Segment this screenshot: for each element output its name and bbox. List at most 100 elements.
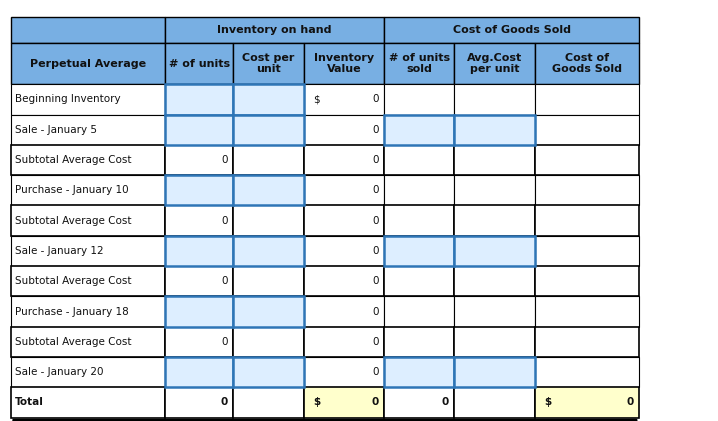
Bar [304, 205, 384, 236]
Bar [304, 296, 384, 327]
Bar [165, 357, 233, 387]
Bar [165, 357, 233, 387]
Bar [454, 115, 535, 145]
Bar [11, 266, 165, 296]
Bar [454, 175, 535, 205]
Bar [165, 43, 233, 84]
Bar [165, 387, 233, 418]
Bar [384, 205, 454, 236]
Bar [454, 205, 535, 236]
Text: Cost of
Goods Sold: Cost of Goods Sold [552, 53, 622, 75]
Bar [384, 84, 454, 115]
Bar [165, 296, 233, 327]
Text: Inventory
Value: Inventory Value [314, 53, 374, 75]
Text: Inventory on hand: Inventory on hand [218, 25, 332, 35]
Bar [535, 145, 639, 175]
Bar [11, 327, 165, 357]
Bar [11, 175, 165, 205]
Bar [304, 84, 384, 115]
Text: Cost per
unit: Cost per unit [243, 53, 294, 75]
Text: 0: 0 [221, 337, 228, 347]
Bar [384, 43, 454, 84]
Bar [11, 43, 165, 84]
Text: $: $ [313, 94, 320, 104]
Text: Purchase - January 10: Purchase - January 10 [15, 185, 129, 195]
Text: Subtotal Average Cost: Subtotal Average Cost [15, 155, 131, 165]
Bar [384, 357, 454, 387]
Bar [535, 84, 639, 115]
Bar [233, 236, 304, 266]
Bar [233, 296, 304, 327]
Bar [165, 266, 233, 296]
Text: # of units
sold: # of units sold [388, 53, 450, 75]
Text: 0: 0 [442, 397, 449, 408]
Text: Total: Total [15, 397, 44, 408]
Bar [304, 115, 384, 145]
Bar [11, 205, 165, 236]
Text: $: $ [544, 397, 551, 408]
Bar [11, 17, 165, 43]
Bar [304, 266, 384, 296]
Bar [233, 115, 304, 145]
Bar [454, 84, 535, 115]
Bar [165, 115, 233, 145]
Text: 0: 0 [372, 125, 378, 135]
Bar [233, 84, 304, 115]
Bar [535, 327, 639, 357]
Bar [165, 84, 233, 115]
Text: Sale - January 5: Sale - January 5 [15, 125, 97, 135]
Text: Cost of Goods Sold: Cost of Goods Sold [452, 25, 571, 35]
Bar [535, 357, 639, 387]
Text: Purchase - January 18: Purchase - January 18 [15, 306, 129, 317]
Bar [233, 175, 304, 205]
Text: 0: 0 [626, 397, 633, 408]
Bar [454, 236, 535, 266]
Bar [11, 236, 165, 266]
Bar [454, 357, 535, 387]
Bar [233, 327, 304, 357]
Bar [165, 236, 233, 266]
Bar [535, 387, 639, 418]
Bar [233, 175, 304, 205]
Bar [11, 84, 165, 115]
Bar [165, 17, 384, 43]
Bar [384, 145, 454, 175]
Bar [454, 236, 535, 266]
Bar [233, 266, 304, 296]
Bar [304, 43, 384, 84]
Text: # of units: # of units [169, 59, 230, 69]
Text: 0: 0 [372, 246, 378, 256]
Bar [384, 357, 454, 387]
Bar [384, 17, 639, 43]
Bar [535, 205, 639, 236]
Bar [454, 387, 535, 418]
Bar [165, 205, 233, 236]
Bar [233, 84, 304, 115]
Bar [535, 175, 639, 205]
Bar [11, 115, 165, 145]
Text: 0: 0 [220, 397, 228, 408]
Text: Sale - January 12: Sale - January 12 [15, 246, 103, 256]
Text: 0: 0 [372, 185, 378, 195]
Bar [454, 115, 535, 145]
Bar [233, 357, 304, 387]
Bar [384, 175, 454, 205]
Text: Sale - January 20: Sale - January 20 [15, 367, 103, 377]
Bar [165, 327, 233, 357]
Bar [165, 175, 233, 205]
Text: 0: 0 [372, 337, 378, 347]
Bar [535, 115, 639, 145]
Bar [454, 357, 535, 387]
Bar [165, 296, 233, 327]
Bar [535, 236, 639, 266]
Text: Perpetual Average: Perpetual Average [30, 59, 146, 69]
Bar [165, 84, 233, 115]
Text: 0: 0 [221, 276, 228, 286]
Bar [535, 266, 639, 296]
Text: Subtotal Average Cost: Subtotal Average Cost [15, 276, 131, 286]
Bar [233, 296, 304, 327]
Bar [304, 145, 384, 175]
Bar [304, 357, 384, 387]
Bar [535, 43, 639, 84]
Bar [11, 387, 165, 418]
